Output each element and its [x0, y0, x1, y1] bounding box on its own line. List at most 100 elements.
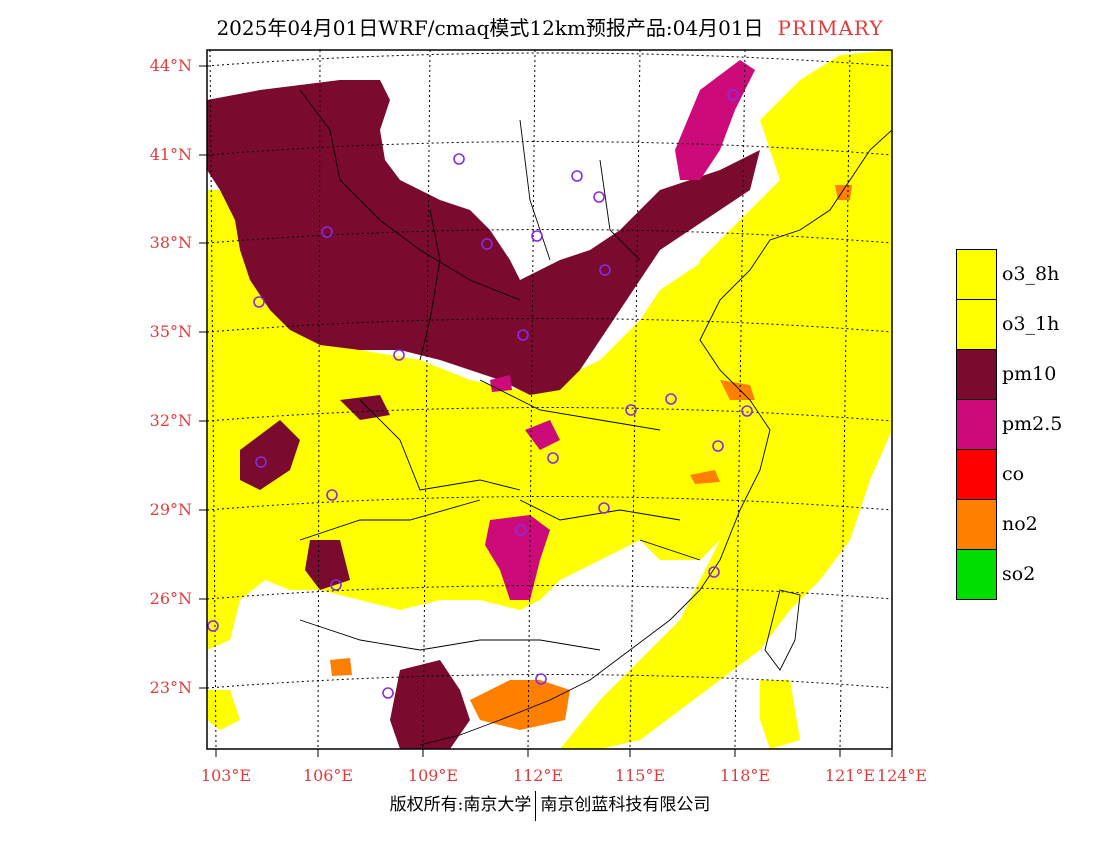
copyright-footer: 版权所有:南京大学 南京创蓝科技有限公司	[0, 790, 1100, 821]
lat-label-23: 23°N	[149, 678, 192, 697]
station-marker	[599, 264, 611, 276]
legend-swatch	[956, 449, 997, 500]
no2-region-guangdong	[470, 680, 570, 730]
lon-label-112: 112°E	[512, 766, 564, 785]
station-marker	[547, 452, 559, 464]
lon-line-109	[422, 50, 431, 749]
lon-label-109: 109°E	[407, 766, 459, 785]
copyright-left: 版权所有:南京大学	[389, 795, 532, 815]
taiwan-outline	[764, 589, 801, 671]
lon-label-121: 121°E	[824, 766, 876, 785]
legend-swatch	[956, 499, 997, 550]
no2-region-shanghai	[720, 380, 755, 400]
no2-region-zhejiang	[690, 470, 720, 484]
lon-label-124: 124°E	[876, 766, 928, 785]
station-marker	[330, 579, 342, 591]
station-marker	[253, 296, 265, 308]
station-marker	[453, 153, 465, 165]
lon-label-106: 106°E	[302, 766, 354, 785]
station-marker	[393, 349, 405, 361]
lat-label-38: 38°N	[149, 233, 192, 252]
station-marker	[207, 620, 219, 632]
copyright-right: 南京创蓝科技有限公司	[540, 795, 711, 815]
coastline	[419, 129, 892, 746]
legend-item-o3-8h: o3_8h	[956, 249, 1080, 300]
legend-swatch	[956, 399, 997, 450]
lon-label-118: 118°E	[719, 766, 771, 785]
station-marker	[255, 456, 267, 468]
legend-swatch	[956, 299, 997, 350]
legend-item-pm25: pm2.5	[956, 399, 1080, 450]
lon-line-106	[317, 50, 321, 749]
legend-label: no2	[1002, 513, 1038, 535]
lat-label-41: 41°N	[149, 145, 192, 164]
lon-line-115	[629, 50, 641, 749]
legend-label: pm2.5	[1002, 413, 1063, 435]
station-marker	[598, 502, 610, 514]
boundary-lines	[299, 89, 892, 746]
station-marker	[481, 238, 493, 250]
station-marker	[625, 404, 637, 416]
o3-region-taiwan	[760, 680, 800, 749]
legend-item-co: co	[956, 449, 1080, 500]
station-markers	[207, 89, 753, 699]
lat-label-29: 29°N	[149, 500, 192, 519]
legend-item-no2: no2	[956, 499, 1080, 550]
legend-label: pm10	[1002, 363, 1057, 385]
lat-label-44: 44°N	[149, 56, 192, 75]
lat-label-32: 32°N	[149, 411, 192, 430]
station-marker	[326, 489, 338, 501]
station-marker	[517, 329, 529, 341]
lon-line-121	[839, 50, 851, 749]
province-lines	[299, 89, 701, 651]
map-title: 2025年04月01日WRF/cmaq模式12km预报产品:04月01日 PRIM…	[0, 12, 1100, 41]
title-text: 2025年04月01日WRF/cmaq模式12km预报产品:04月01日	[216, 16, 764, 40]
lat-label-35: 35°N	[149, 322, 192, 341]
pm10-region-southwest	[240, 420, 300, 490]
station-marker	[741, 405, 753, 417]
legend-item-so2: so2	[956, 549, 1080, 600]
tick-marks	[199, 65, 893, 757]
legend-label: co	[1002, 463, 1025, 485]
legend-swatch	[956, 549, 997, 600]
legend-swatch	[956, 349, 997, 400]
legend-item-o3-1h: o3_1h	[956, 299, 1080, 350]
pm10-region-north	[207, 80, 760, 395]
lon-line-118	[734, 50, 746, 749]
lon-label-103: 103°E	[200, 766, 252, 785]
pm25-region-hunan	[485, 515, 550, 600]
lon-line-112	[527, 50, 536, 749]
station-marker	[665, 393, 677, 405]
pm10-region-south	[390, 660, 470, 749]
station-marker	[535, 673, 547, 685]
station-marker	[727, 89, 739, 101]
lat-label-26: 26°N	[149, 589, 192, 608]
station-marker	[321, 226, 333, 238]
station-marker	[515, 524, 527, 536]
primary-tag: PRIMARY	[777, 16, 884, 40]
legend-label: o3_8h	[1002, 263, 1060, 285]
map-frame	[206, 49, 893, 750]
lon-line-103	[209, 50, 217, 749]
pm10-region-gx	[305, 540, 350, 590]
lon-label-115: 115°E	[614, 766, 666, 785]
station-marker	[531, 230, 543, 242]
station-marker	[382, 687, 394, 699]
station-marker	[708, 566, 720, 578]
station-marker	[712, 440, 724, 452]
legend-item-pm10: pm10	[956, 349, 1080, 400]
legend: o3_8h o3_1h pm10 pm2.5 co no2 so2	[956, 249, 1080, 600]
legend-label: so2	[1002, 563, 1036, 585]
pm25-region-hubei	[525, 420, 560, 450]
station-marker	[593, 191, 605, 203]
o3-region-east-sea	[560, 50, 892, 749]
legend-swatch	[956, 249, 997, 300]
legend-label: o3_1h	[1002, 313, 1060, 335]
no2-region-gx-south	[330, 658, 352, 676]
footer-separator	[535, 790, 537, 821]
graticule	[207, 50, 892, 749]
station-marker	[571, 170, 583, 182]
o3-region-central	[207, 190, 770, 650]
pm10-region-sichuan	[340, 395, 390, 420]
